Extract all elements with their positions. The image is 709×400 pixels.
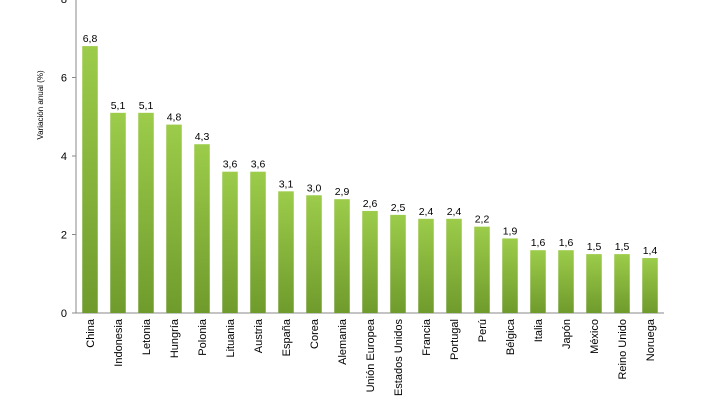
- category-label: Alemania: [337, 318, 349, 365]
- category-label: Hungría: [169, 318, 181, 358]
- bar: [446, 218, 462, 313]
- bar: [474, 226, 490, 313]
- category-label: Portugal: [449, 319, 461, 360]
- bar: [502, 238, 518, 313]
- category-label: China: [85, 318, 97, 348]
- y-tick-label: 8: [61, 0, 67, 6]
- data-labels: 6,8 5,1 5,1 4,8 4,3 3,6 3,6 3,1 3,0 2,9 2,6 2,5 2,4 2…: [83, 33, 658, 257]
- y-tick-label: 0: [61, 308, 67, 320]
- category-labels: China Indonesia Letonia Hungría Polonia Litua…: [85, 318, 657, 396]
- bar: [110, 112, 126, 313]
- data-label: 2,9: [335, 186, 350, 198]
- category-label: Perú: [477, 319, 489, 342]
- bar: [278, 191, 294, 313]
- y-tick-label: 6: [61, 73, 67, 85]
- bar: [362, 210, 378, 313]
- bar: [166, 124, 182, 313]
- category-label: Lituania: [225, 318, 237, 357]
- category-label: Estados Unidos: [393, 319, 405, 397]
- data-label: 2,6: [363, 198, 378, 210]
- data-label: 1,6: [559, 237, 574, 249]
- category-label: Reino Unido: [617, 319, 629, 380]
- category-label: Indonesia: [113, 318, 125, 367]
- category-label: Austria: [253, 318, 265, 353]
- category-label: Noruega: [645, 318, 657, 361]
- category-label: Bélgica: [505, 318, 517, 355]
- category-label: Polonia: [197, 318, 209, 356]
- y-tick-label: 2: [61, 230, 67, 242]
- y-ticks: 0 2 4 6 8: [61, 0, 76, 320]
- bar: [194, 144, 210, 313]
- data-label: 3,1: [279, 178, 294, 190]
- bar: [138, 112, 154, 313]
- data-label: 3,0: [307, 182, 322, 194]
- data-label: 5,1: [111, 100, 126, 112]
- data-label: 2,5: [391, 202, 406, 214]
- data-label: 1,9: [503, 225, 518, 237]
- bar: [334, 199, 350, 313]
- data-label: 1,5: [615, 241, 630, 253]
- bar: [222, 171, 238, 313]
- bar: [82, 46, 98, 313]
- data-label: 5,1: [139, 100, 154, 112]
- bar: [306, 195, 322, 313]
- data-label: 4,3: [195, 131, 210, 143]
- bar: [418, 218, 434, 313]
- data-label: 4,8: [167, 112, 182, 124]
- data-label: 6,8: [83, 33, 98, 45]
- data-label: 1,5: [587, 241, 602, 253]
- category-label: Japón: [561, 319, 573, 349]
- data-label: 3,6: [251, 159, 266, 171]
- data-label: 2,2: [475, 214, 490, 226]
- y-tick-label: 4: [61, 151, 67, 163]
- category-label: México: [589, 319, 601, 354]
- category-label: Italia: [533, 318, 545, 342]
- data-label: 1,4: [643, 245, 658, 257]
- y-axis-label: Variación anual (%): [36, 70, 45, 140]
- data-label: 1,6: [531, 237, 546, 249]
- category-label: Letonia: [141, 318, 153, 355]
- bar: [250, 171, 266, 313]
- bar: [530, 250, 546, 313]
- bar: [614, 254, 630, 313]
- bar: [558, 250, 574, 313]
- data-label: 3,6: [223, 159, 238, 171]
- bars: [82, 46, 658, 313]
- category-label: Unión Europea: [365, 318, 377, 392]
- category-label: Corea: [309, 318, 321, 349]
- category-label: Francia: [421, 318, 433, 356]
- data-label: 2,4: [419, 206, 434, 218]
- bar: [586, 254, 602, 313]
- bar: [642, 258, 658, 313]
- category-label: España: [281, 318, 293, 356]
- data-label: 2,4: [447, 206, 462, 218]
- bar: [390, 214, 406, 313]
